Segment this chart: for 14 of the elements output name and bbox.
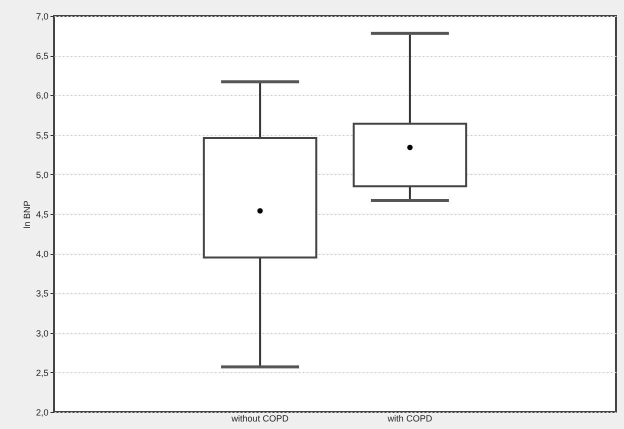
y-tick-label: 4,5 bbox=[36, 210, 48, 220]
x-tick-label: with COPD bbox=[386, 414, 433, 424]
y-tick-label: 6,0 bbox=[36, 90, 48, 101]
y-tick-label: 5,5 bbox=[36, 130, 48, 140]
y-tick-label: 3,5 bbox=[36, 288, 48, 299]
y-tick-label: 2,0 bbox=[36, 408, 48, 418]
y-tick-label: 4,0 bbox=[36, 249, 48, 260]
y-tick-label: 5,0 bbox=[36, 170, 48, 180]
x-tick-label: without COPD bbox=[230, 414, 290, 424]
y-tick-label: 3,0 bbox=[36, 328, 48, 338]
y-tick-label: 6,5 bbox=[36, 51, 48, 62]
y-tick-label: 2,5 bbox=[36, 368, 48, 378]
y-axis-title: ln BNP bbox=[22, 200, 32, 229]
y-tick-label: 7,0 bbox=[36, 12, 48, 22]
